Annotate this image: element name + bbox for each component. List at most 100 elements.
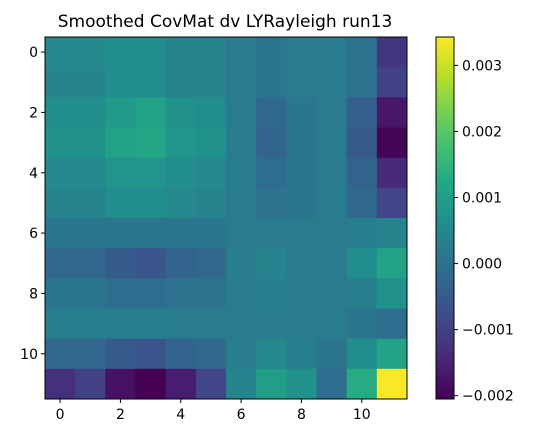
heatmap-cell	[105, 127, 136, 159]
colorbar-tick-label: 0.003	[462, 58, 502, 74]
heatmap-cell	[75, 308, 106, 340]
heatmap-cell	[195, 157, 227, 189]
heatmap-cell	[226, 157, 257, 189]
heatmap-cell	[45, 278, 76, 309]
heatmap-cell	[226, 338, 257, 370]
heatmap-cell	[346, 248, 378, 279]
heatmap-cell	[286, 187, 317, 219]
heatmap-cell	[45, 157, 76, 189]
heatmap-cell	[256, 278, 287, 309]
heatmap-cell	[226, 187, 257, 219]
heatmap-cell	[316, 278, 348, 309]
heatmap-cell	[376, 308, 408, 340]
heatmap-cell	[316, 368, 348, 400]
heatmap-cell	[105, 157, 136, 189]
heatmap-cell	[376, 248, 408, 279]
heatmap-cell	[195, 308, 227, 340]
chart-title: Smoothed CovMat dv LYRayleigh run13	[58, 12, 393, 32]
heatmap-cell	[135, 308, 167, 340]
heatmap-cell	[226, 67, 257, 98]
heatmap-cell	[105, 37, 136, 68]
heatmap-cell	[316, 338, 348, 370]
heatmap-cell	[376, 187, 408, 219]
heatmap-cell	[75, 338, 106, 370]
heatmap-cell	[135, 127, 167, 159]
heatmap-cell	[105, 187, 136, 219]
heatmap-cell	[105, 338, 136, 370]
heatmap-cell	[75, 37, 106, 68]
y-tick-label: 0	[29, 45, 38, 61]
heatmap-cell	[256, 157, 287, 189]
heatmap-cell	[286, 157, 317, 189]
heatmap-cell	[75, 218, 106, 249]
heatmap-cell	[316, 37, 348, 68]
heatmap	[45, 37, 408, 400]
heatmap-cell	[195, 218, 227, 249]
heatmap-cell	[316, 97, 348, 128]
heatmap-cell	[135, 338, 167, 370]
heatmap-cell	[376, 368, 408, 400]
heatmap-cell	[45, 67, 76, 98]
heatmap-cell	[75, 157, 106, 189]
heatmap-cell	[75, 67, 106, 98]
heatmap-cell	[376, 37, 408, 68]
heatmap-cell	[165, 187, 197, 219]
heatmap-cell	[256, 368, 287, 400]
heatmap-cell	[286, 67, 317, 98]
heatmap-cell	[75, 368, 106, 400]
heatmap-cell	[346, 338, 378, 370]
heatmap-cell	[346, 278, 378, 309]
heatmap-cell	[105, 97, 136, 128]
heatmap-cell	[135, 157, 167, 189]
heatmap-cell	[195, 368, 227, 400]
x-tick-label: 0	[56, 407, 65, 423]
heatmap-cell	[75, 187, 106, 219]
heatmap-cell	[75, 248, 106, 279]
heatmap-cell	[346, 37, 378, 68]
x-axis: 0 2 4 6 8 10	[56, 399, 371, 423]
heatmap-cell	[165, 248, 197, 279]
colorbar-tick-label: 0.000	[462, 257, 502, 273]
heatmap-cell	[256, 37, 287, 68]
heatmap-cell	[346, 127, 378, 159]
heatmap-cell	[286, 127, 317, 159]
heatmap-cell	[316, 248, 348, 279]
heatmap-cell	[346, 157, 378, 189]
heatmap-cell	[105, 278, 136, 309]
heatmap-cell	[45, 187, 76, 219]
heatmap-cell	[75, 97, 106, 128]
heatmap-cell	[226, 248, 257, 279]
heatmap-cell	[195, 187, 227, 219]
colorbar-tick-label: −0.002	[462, 389, 514, 405]
heatmap-cell	[165, 37, 197, 68]
heatmap-cell	[135, 278, 167, 309]
heatmap-cell	[286, 368, 317, 400]
heatmap-cell	[195, 127, 227, 159]
colorbar-tick-label: −0.001	[462, 323, 514, 339]
y-tick-label: 2	[29, 105, 38, 121]
heatmap-cell	[316, 187, 348, 219]
x-tick-label: 2	[116, 407, 125, 423]
heatmap-cell	[165, 67, 197, 98]
x-tick-label: 4	[176, 407, 185, 423]
heatmap-cell	[226, 218, 257, 249]
y-tick-label: 4	[29, 166, 38, 182]
heatmap-cell	[165, 97, 197, 128]
heatmap-cell	[105, 368, 136, 400]
heatmap-cell	[226, 308, 257, 340]
heatmap-cell	[195, 97, 227, 128]
heatmap-cell	[165, 157, 197, 189]
heatmap-cell	[286, 338, 317, 370]
heatmap-cell	[45, 308, 76, 340]
heatmap-cell	[195, 338, 227, 370]
heatmap-cell	[256, 97, 287, 128]
heatmap-cell	[286, 218, 317, 249]
heatmap-cell	[45, 218, 76, 249]
heatmap-cell	[256, 338, 287, 370]
x-tick-label: 8	[297, 407, 306, 423]
heatmap-cell	[135, 218, 167, 249]
heatmap-cell	[195, 37, 227, 68]
heatmap-cell	[376, 218, 408, 249]
heatmap-cell	[316, 218, 348, 249]
